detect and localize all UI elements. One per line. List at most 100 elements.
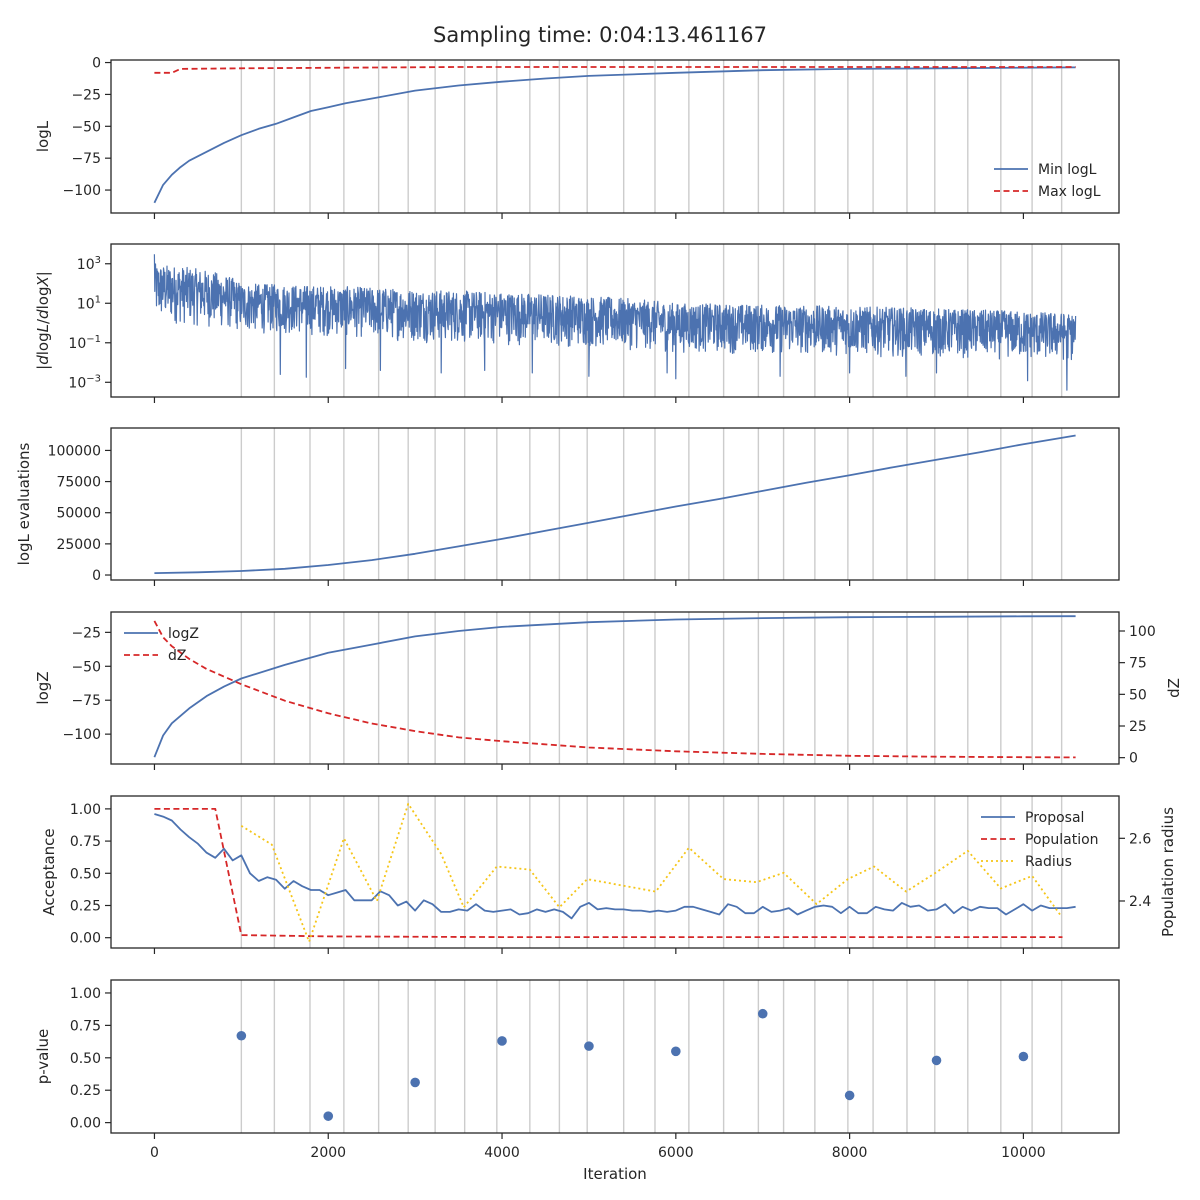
legend-label: Max logL bbox=[1038, 184, 1101, 200]
legend-label: logZ bbox=[168, 626, 199, 642]
y-tick-label: 25000 bbox=[56, 537, 101, 553]
plot-area bbox=[153, 254, 1077, 391]
series-line-population bbox=[154, 808, 1063, 938]
plot-area bbox=[154, 802, 1076, 943]
legend-label: Radius bbox=[1025, 854, 1072, 870]
y-tick-label: −25 bbox=[71, 625, 101, 641]
tick-base: 10 bbox=[68, 336, 86, 352]
y-right-tick-label: 50 bbox=[1129, 687, 1147, 703]
panel-pvalue: 0.00 0.25 0.50 0.75 1.00 0 2000 4000 6000 8000 100… bbox=[34, 979, 1120, 1161]
legend-label: Proposal bbox=[1025, 810, 1084, 826]
series-line-min-logl bbox=[153, 66, 1076, 204]
y-axis-label: logZ bbox=[34, 671, 52, 704]
y-axis-label-part: X bbox=[34, 276, 52, 288]
series-line-proposal bbox=[154, 813, 1076, 920]
y-tick-label: 0.00 bbox=[70, 1116, 101, 1132]
y-axis-label-part: log bbox=[34, 332, 52, 355]
y-axis-label: Acceptance bbox=[40, 828, 58, 915]
y-tick-label: −100 bbox=[63, 183, 101, 199]
panel-acceptance: 0.00 0.25 0.50 0.75 1.00 2.4 2.6 Acceptance Popu… bbox=[40, 795, 1177, 954]
series-line-evals bbox=[154, 434, 1076, 574]
tick-base: 10 bbox=[77, 257, 95, 273]
y-right-tick-label: 2.4 bbox=[1129, 894, 1151, 910]
y-right-tick-label: 25 bbox=[1129, 719, 1147, 735]
plot-area bbox=[153, 615, 1076, 759]
y-right-tick-label: 75 bbox=[1129, 656, 1147, 672]
axes-frame bbox=[110, 59, 1120, 214]
y-right-tick-label: 2.6 bbox=[1129, 831, 1151, 847]
y-tick-label: −50 bbox=[71, 659, 101, 675]
x-tick-label: 10000 bbox=[1001, 1145, 1046, 1161]
y-axis-label-part: L bbox=[34, 324, 52, 332]
y-tick-label: 1.00 bbox=[70, 802, 101, 818]
y-right-axis-label: Population radius bbox=[1159, 807, 1177, 937]
y-axis-label-part: d bbox=[34, 355, 52, 365]
x-tick-label: 6000 bbox=[658, 1145, 694, 1161]
series-line-max-logl bbox=[154, 66, 1076, 74]
y-tick-label: 101 bbox=[77, 294, 101, 312]
series-line-logz bbox=[153, 615, 1076, 758]
y-tick-label: 1.00 bbox=[70, 986, 101, 1002]
data-point bbox=[844, 1090, 855, 1101]
panel-logL: 0 −25 −50 −75 −100 logL Min logL Max logL bbox=[34, 56, 1120, 219]
y-tick-label: 10−3 bbox=[68, 373, 101, 391]
tick-exponent: 3 bbox=[95, 255, 101, 266]
y-tick-label: 0.25 bbox=[70, 1083, 101, 1099]
y-tick-label: 50000 bbox=[56, 506, 101, 522]
tick-exponent: 1 bbox=[95, 294, 101, 305]
y-tick-label: −25 bbox=[71, 87, 101, 103]
y-tick-label: 0 bbox=[92, 568, 101, 584]
figure-title: Sampling time: 0:04:13.461167 bbox=[433, 23, 767, 47]
data-point bbox=[323, 1111, 334, 1121]
y-axis-label-part: | bbox=[34, 271, 52, 276]
tick-base: 10 bbox=[77, 296, 95, 312]
y-axis-label-part: d bbox=[34, 309, 52, 319]
y-axis-label: logL evaluations bbox=[15, 442, 33, 565]
data-point bbox=[497, 1036, 507, 1046]
y-tick-label: 0.50 bbox=[70, 1051, 101, 1067]
data-point bbox=[931, 1055, 942, 1066]
y-axis-label-part: log bbox=[34, 287, 52, 310]
y-right-axis-label: dZ bbox=[1165, 678, 1183, 698]
y-tick-label: −100 bbox=[63, 727, 101, 743]
legend-label: dZ bbox=[168, 648, 186, 664]
x-tick-label: 0 bbox=[150, 1145, 159, 1161]
plot-area bbox=[236, 1008, 1029, 1121]
panel-evals: 0 25000 50000 75000 100000 logL evaluations bbox=[15, 427, 1120, 586]
y-tick-label: 0.25 bbox=[70, 898, 101, 914]
axes-frame bbox=[110, 611, 1120, 765]
y-axis-label-part: | bbox=[34, 365, 52, 370]
x-tick-label: 2000 bbox=[310, 1145, 346, 1161]
tick-exponent: −1 bbox=[86, 334, 101, 345]
y-tick-label: 10−1 bbox=[68, 334, 101, 352]
series-line-dlogL bbox=[153, 254, 1077, 391]
y-axis-label-part: / bbox=[34, 318, 52, 324]
series-line-radius bbox=[240, 802, 1063, 943]
y-tick-label: 75000 bbox=[56, 475, 101, 491]
x-axis-label: Iteration bbox=[583, 1165, 647, 1183]
y-tick-label: 0.00 bbox=[70, 931, 101, 947]
axes-frame bbox=[110, 979, 1120, 1134]
y-tick-label: −50 bbox=[71, 119, 101, 135]
y-tick-label: 0.50 bbox=[70, 866, 101, 882]
y-tick-label: −75 bbox=[71, 151, 101, 167]
x-tick-label: 8000 bbox=[832, 1145, 868, 1161]
axes-frame bbox=[110, 427, 1120, 581]
tick-exponent: −3 bbox=[86, 373, 101, 384]
y-tick-label: −75 bbox=[71, 693, 101, 709]
plot-area bbox=[154, 434, 1076, 574]
y-right-tick-label: 100 bbox=[1129, 624, 1156, 640]
panel-logZ: −25 −50 −75 −100 0 25 50 75 100 logZ dZ logZ dZ bbox=[34, 611, 1183, 770]
y-axis-label: |dlogL/dlogX| bbox=[34, 271, 52, 370]
axes-frame bbox=[110, 795, 1120, 949]
data-point bbox=[671, 1046, 681, 1057]
data-point bbox=[410, 1077, 420, 1088]
y-axis-label: logL bbox=[34, 120, 52, 152]
legend-label: Population bbox=[1025, 832, 1099, 848]
y-right-tick-label: 0 bbox=[1129, 751, 1138, 767]
x-tick-label: 4000 bbox=[484, 1145, 520, 1161]
y-tick-label: 100000 bbox=[48, 443, 101, 459]
